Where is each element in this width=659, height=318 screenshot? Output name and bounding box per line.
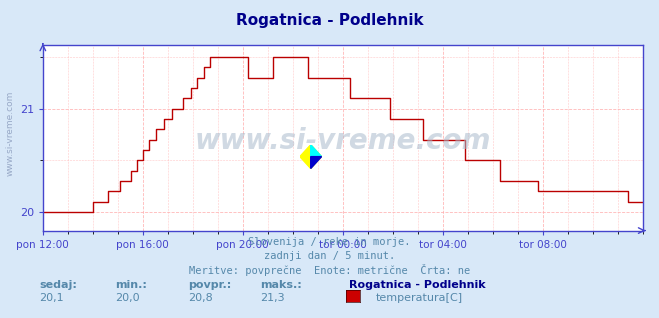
Text: min.:: min.: bbox=[115, 280, 147, 290]
Text: Rogatnica - Podlehnik: Rogatnica - Podlehnik bbox=[236, 13, 423, 28]
Text: temperatura[C]: temperatura[C] bbox=[376, 293, 463, 302]
Text: Rogatnica - Podlehnik: Rogatnica - Podlehnik bbox=[349, 280, 486, 290]
Text: Meritve: povprečne  Enote: metrične  Črta: ne: Meritve: povprečne Enote: metrične Črta:… bbox=[189, 264, 470, 276]
Text: 20,8: 20,8 bbox=[188, 293, 213, 302]
Text: maks.:: maks.: bbox=[260, 280, 302, 290]
Polygon shape bbox=[311, 145, 322, 157]
Polygon shape bbox=[300, 145, 322, 169]
Text: sedaj:: sedaj: bbox=[40, 280, 77, 290]
Polygon shape bbox=[311, 157, 322, 169]
Text: zadnji dan / 5 minut.: zadnji dan / 5 minut. bbox=[264, 251, 395, 260]
Text: www.si-vreme.com: www.si-vreme.com bbox=[5, 91, 14, 176]
Text: 21,3: 21,3 bbox=[260, 293, 285, 302]
Text: www.si-vreme.com: www.si-vreme.com bbox=[194, 127, 491, 155]
Text: 20,1: 20,1 bbox=[40, 293, 64, 302]
Text: 20,0: 20,0 bbox=[115, 293, 140, 302]
Text: Slovenija / reke in morje.: Slovenija / reke in morje. bbox=[248, 237, 411, 247]
Text: povpr.:: povpr.: bbox=[188, 280, 231, 290]
